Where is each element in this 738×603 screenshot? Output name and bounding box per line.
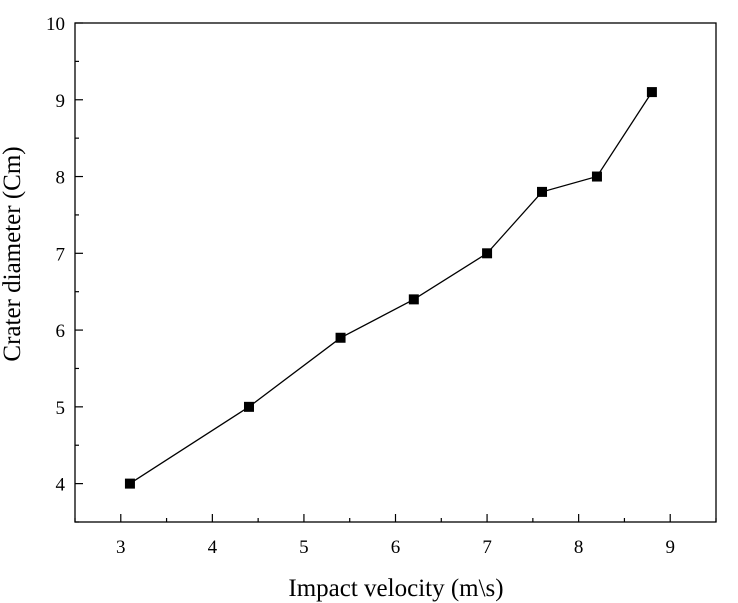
- x-tick-label: 5: [299, 537, 309, 558]
- x-axis-title: Impact velocity (m\s): [288, 575, 503, 602]
- data-point: [124, 478, 135, 489]
- y-axis-title: Crater diameter (Cm): [0, 146, 26, 361]
- data-point: [537, 186, 548, 197]
- series-line: [129, 91, 653, 485]
- data-point: [646, 87, 657, 98]
- plot-frame: [74, 22, 717, 523]
- y-tick-label: 10: [46, 14, 65, 35]
- data-point: [408, 294, 419, 305]
- y-tick-label: 5: [56, 398, 66, 419]
- data-point: [243, 401, 254, 412]
- x-axis-ticks: 3 4 5 6 7 8 9: [74, 514, 717, 558]
- series-layer: [124, 87, 657, 489]
- x-tick-label: 8: [574, 537, 584, 558]
- plot-frame-border: [74, 22, 717, 523]
- y-axis-ticks: 4 5 6 7 8 9 10: [46, 14, 83, 523]
- y-tick-label: 7: [56, 244, 66, 265]
- x-tick-label: 6: [391, 537, 401, 558]
- y-tick-label: 4: [56, 475, 66, 496]
- x-tick-label: 3: [116, 537, 126, 558]
- data-point: [482, 248, 493, 259]
- y-tick-label: 9: [56, 91, 66, 112]
- y-tick-label: 6: [56, 321, 66, 342]
- x-tick-label: 4: [208, 537, 218, 558]
- y-tick-label: 8: [56, 168, 66, 189]
- x-tick-label: 7: [482, 537, 492, 558]
- data-point: [591, 171, 602, 182]
- x-tick-label: 9: [665, 537, 675, 558]
- data-point: [335, 332, 346, 343]
